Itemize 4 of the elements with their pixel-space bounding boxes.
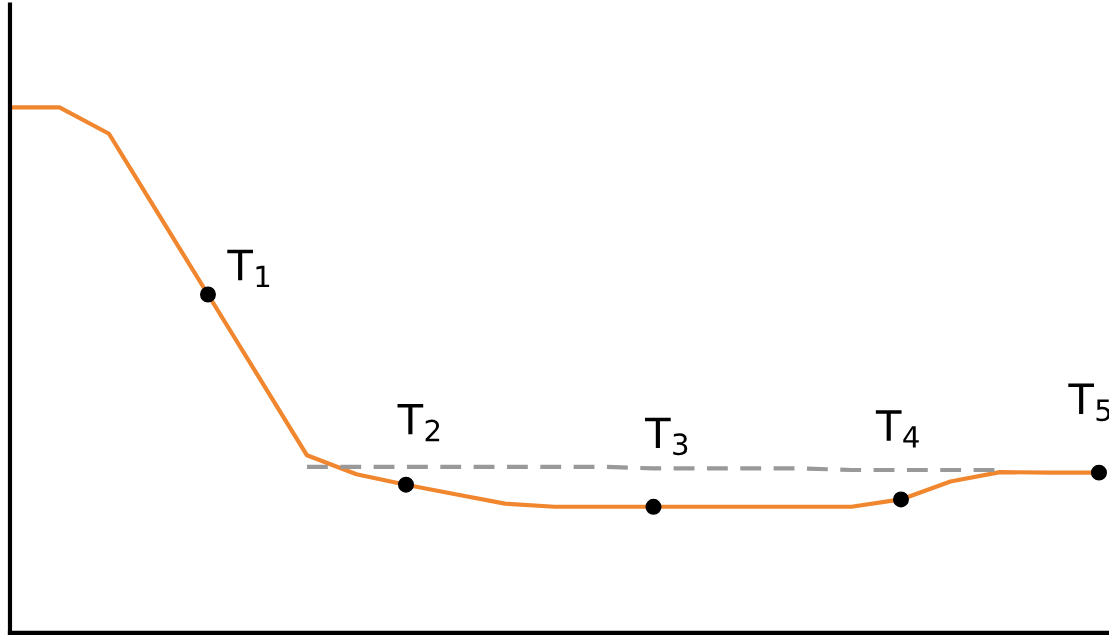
annotation: T$_{2}$: [397, 403, 440, 442]
annotation: T$_{3}$: [645, 417, 688, 456]
annotation: T$_{1}$: [227, 249, 270, 288]
annotation: T$_{4}$: [875, 410, 919, 448]
